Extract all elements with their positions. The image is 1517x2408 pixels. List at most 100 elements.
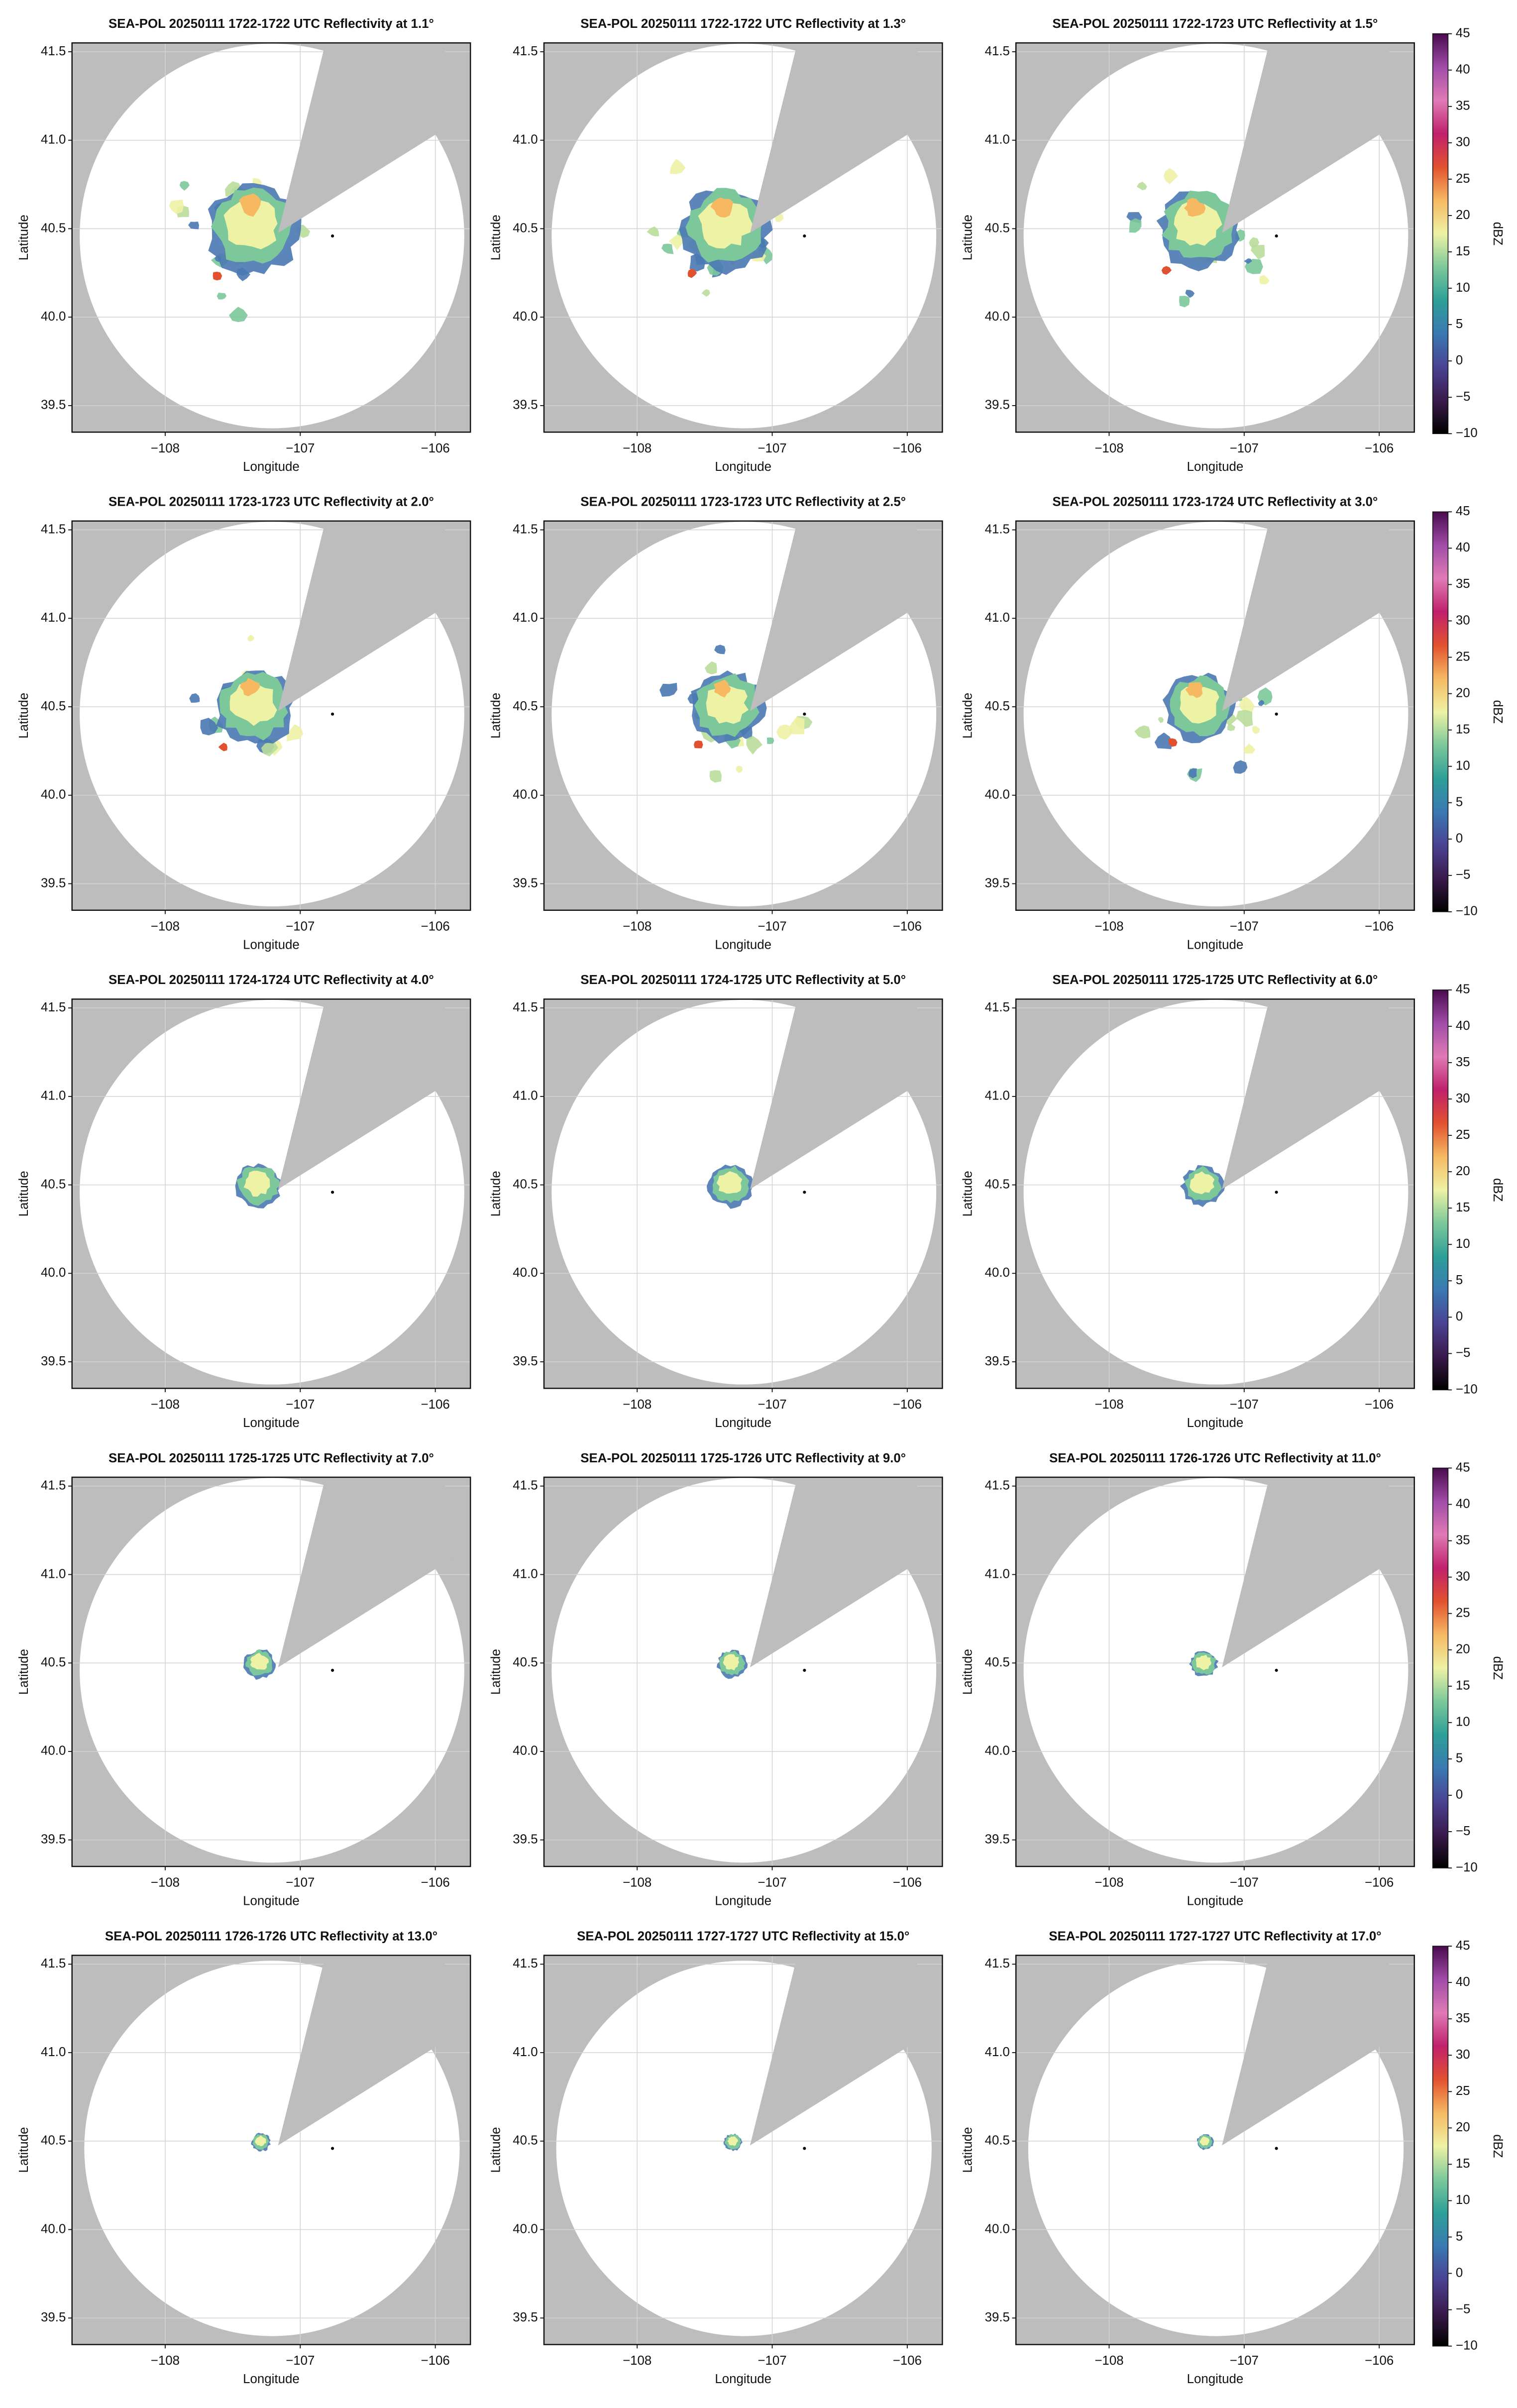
- colorbar-tick-label: 25: [1456, 2084, 1470, 2098]
- echo: [188, 221, 199, 229]
- colorbar: [1432, 1467, 1449, 1868]
- site-marker: [331, 234, 334, 238]
- x-tick-label: −108: [151, 441, 180, 455]
- echo: [1195, 1654, 1211, 1670]
- y-tick-label: 40.0: [41, 1744, 66, 1758]
- y-tick-label: 41.5: [985, 522, 1010, 536]
- x-tick-label: −108: [1094, 2354, 1123, 2368]
- echo: [1236, 710, 1253, 727]
- colorbar-label: dBZ: [1491, 1178, 1505, 1202]
- x-tick-label: −107: [1230, 441, 1259, 455]
- axes-frame: [543, 42, 943, 433]
- x-tick-label: −108: [151, 1398, 180, 1412]
- colorbar-tick-label: 35: [1456, 1533, 1470, 1547]
- y-tick-label: 41.0: [513, 1089, 538, 1103]
- x-axis-label: Longitude: [715, 1416, 771, 1430]
- site-marker: [331, 712, 334, 716]
- colorbar-tick-label: 20: [1456, 1642, 1470, 1656]
- panel: −108 −107 −106 39.5 40.0 40.5 41.0 41.5 SEA-POL …: [17, 1929, 471, 2386]
- echo: [1158, 717, 1164, 723]
- axes-frame: [543, 998, 943, 1389]
- y-tick-label: 40.0: [41, 1266, 66, 1280]
- plot-area: [1016, 999, 1414, 1389]
- y-axis-label: Latitude: [489, 215, 503, 260]
- axes-frame: [543, 520, 943, 911]
- echo: [287, 724, 304, 742]
- x-axis-label: Longitude: [1187, 460, 1244, 474]
- x-axis-label: Longitude: [243, 938, 300, 952]
- y-axis-label: Latitude: [961, 1649, 975, 1695]
- colorbar-tick-label: 5: [1456, 2229, 1463, 2243]
- echo: [1185, 290, 1195, 298]
- y-tick-label: 41.5: [985, 1000, 1010, 1014]
- echo: [668, 234, 685, 250]
- x-axis-label: Longitude: [715, 1894, 771, 1908]
- blocked-sector: [278, 1477, 471, 1667]
- x-tick-label: −107: [286, 2354, 315, 2368]
- y-axis-label: Latitude: [17, 1171, 31, 1216]
- y-axis-label: Latitude: [489, 1649, 503, 1695]
- x-axis-label: Longitude: [1187, 938, 1244, 952]
- site-marker: [1275, 712, 1278, 716]
- x-tick-label: −108: [151, 1876, 180, 1890]
- colorbar-tick-label: −10: [1456, 904, 1478, 918]
- y-tick-label: 39.5: [513, 876, 538, 890]
- y-tick-label: 40.0: [41, 2222, 66, 2236]
- echo: [213, 271, 222, 281]
- x-tick-label: −107: [758, 1876, 786, 1890]
- echo: [1179, 296, 1190, 308]
- x-tick-label: −108: [623, 1398, 651, 1412]
- x-tick-label: −106: [421, 1876, 450, 1890]
- colorbar-label: dBZ: [1491, 222, 1505, 245]
- plot-area: [1016, 521, 1414, 910]
- colorbar-tick-label: 5: [1456, 795, 1463, 809]
- colorbar-tick-label: 40: [1456, 63, 1470, 77]
- x-tick-label: −107: [286, 919, 315, 933]
- axes-frame: [71, 1955, 471, 2345]
- colorbar: [1432, 33, 1449, 435]
- colorbar-tick-label: 40: [1456, 1497, 1470, 1511]
- echo: [1244, 258, 1252, 264]
- y-tick-label: 39.5: [41, 876, 66, 890]
- y-tick-label: 39.5: [985, 1832, 1010, 1846]
- y-tick-label: 39.5: [985, 2310, 1010, 2324]
- y-tick-label: 41.5: [513, 1479, 538, 1493]
- site-marker: [1275, 1191, 1278, 1194]
- x-tick-label: −107: [758, 441, 786, 455]
- x-axis-label: Longitude: [243, 1416, 300, 1430]
- blocked-sector: [1222, 999, 1414, 1190]
- echo: [1190, 1171, 1215, 1195]
- colorbar: [1432, 1946, 1449, 2347]
- y-axis-label: Latitude: [961, 2127, 975, 2173]
- echo: [200, 718, 218, 736]
- echo: [228, 307, 248, 323]
- x-tick-label: −108: [623, 1876, 651, 1890]
- axes-frame: [71, 42, 471, 433]
- axes-frame: [543, 1476, 943, 1867]
- colorbar-tick-label: 0: [1456, 353, 1463, 367]
- colorbar-tick-label: 0: [1456, 832, 1463, 846]
- x-tick-label: −108: [623, 2354, 651, 2368]
- blocked-sector: [1222, 1477, 1414, 1667]
- panel: −108 −107 −106 39.5 40.0 40.5 41.0 41.5 SEA-POL …: [17, 17, 471, 474]
- echo: [704, 661, 717, 674]
- y-tick-label: 41.0: [985, 2045, 1010, 2059]
- colorbar-tick-label: −5: [1456, 390, 1470, 404]
- plot-area: [543, 1955, 943, 2345]
- x-axis-label: Longitude: [715, 2372, 771, 2386]
- y-tick-label: 40.0: [513, 1266, 538, 1280]
- panel: −108 −107 −106 39.5 40.0 40.5 41.0 41.5 SEA-POL …: [961, 495, 1505, 952]
- x-tick-label: −106: [893, 441, 922, 455]
- axes-frame: [71, 1476, 471, 1867]
- colorbar-tick-label: 25: [1456, 172, 1470, 186]
- site-marker: [1275, 1668, 1278, 1672]
- colorbar-tick-label: 20: [1456, 686, 1470, 700]
- plot-area: [1016, 1477, 1414, 1866]
- y-axis-label: Latitude: [489, 693, 503, 739]
- y-tick-label: 41.0: [41, 611, 66, 625]
- blocked-sector: [1222, 1955, 1414, 2146]
- x-tick-label: −108: [151, 2354, 180, 2368]
- echo: [189, 693, 200, 703]
- site-marker: [803, 234, 806, 238]
- x-tick-label: −106: [1365, 919, 1394, 933]
